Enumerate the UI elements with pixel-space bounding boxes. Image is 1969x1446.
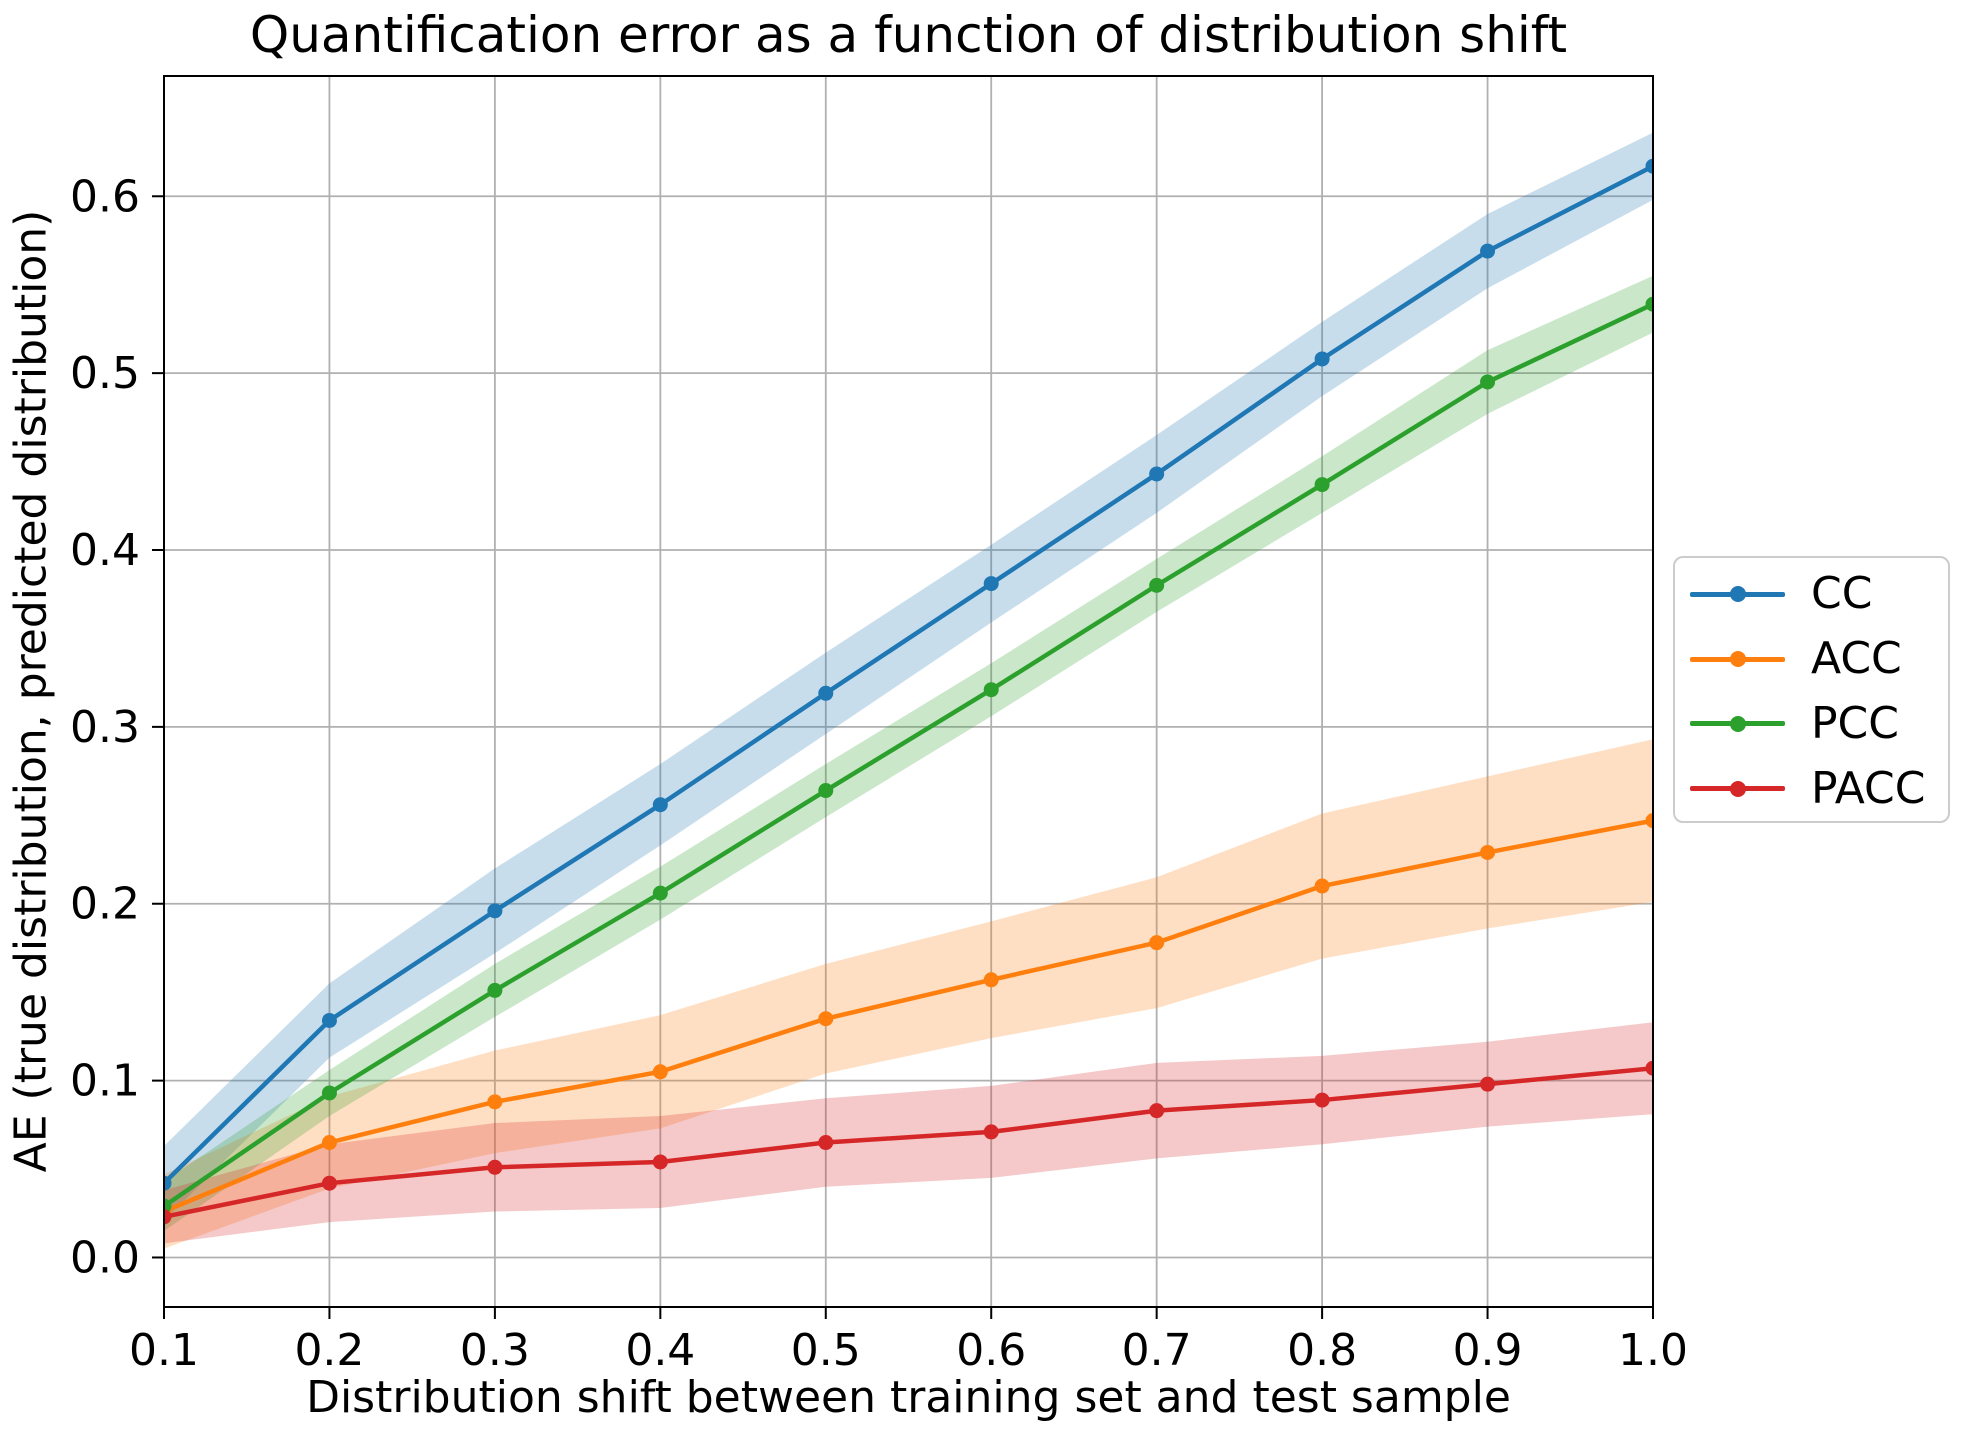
- band-pacc: [164, 1022, 1653, 1244]
- marker-acc: [321, 1135, 337, 1151]
- marker-pcc: [487, 982, 503, 998]
- x-tick-label: 0.9: [1453, 1325, 1523, 1376]
- marker-pacc: [321, 1175, 337, 1191]
- x-tick-label: 0.4: [625, 1325, 695, 1376]
- marker-pcc: [1480, 374, 1496, 390]
- legend-marker-dot: [1729, 586, 1746, 603]
- y-tick-label: 0.2: [70, 879, 140, 930]
- marker-pcc: [1314, 477, 1330, 493]
- band-pcc: [164, 275, 1653, 1231]
- y-tick-label: 0.5: [70, 348, 140, 399]
- marker-pacc: [1480, 1076, 1496, 1092]
- y-tick-label: 0.6: [70, 171, 140, 222]
- line-cc: [164, 164, 1653, 1185]
- marker-acc: [983, 972, 999, 988]
- marker-acc: [1314, 878, 1330, 894]
- marker-pcc: [321, 1085, 337, 1101]
- x-tick-label: 0.8: [1287, 1325, 1357, 1376]
- marker-cc: [1645, 158, 1653, 174]
- line-pacc: [164, 1065, 1653, 1220]
- legend: CC ACC PCC PACC: [1673, 556, 1950, 823]
- x-tick-label: 0.6: [956, 1325, 1026, 1376]
- legend-item-pcc: PCC: [1690, 692, 1948, 757]
- axes-frame: [163, 75, 1654, 1308]
- legend-marker-dot: [1729, 651, 1746, 668]
- x-tick-label: 1.0: [1618, 1325, 1688, 1376]
- marker-cc: [652, 797, 668, 813]
- y-axis-label: AE (true distribution, predicted distrib…: [5, 209, 57, 1173]
- y-tick-label: 0.0: [70, 1232, 140, 1283]
- marker-pcc: [1645, 296, 1653, 312]
- x-tick-label: 0.2: [294, 1325, 364, 1376]
- marker-acc: [487, 1094, 503, 1110]
- marker-pacc: [983, 1124, 999, 1140]
- marker-acc: [1480, 844, 1496, 860]
- legend-item-cc: CC: [1690, 562, 1948, 627]
- marker-pacc: [164, 1209, 172, 1225]
- marker-pacc: [652, 1154, 668, 1170]
- marker-cc: [321, 1012, 337, 1028]
- legend-item-acc: ACC: [1690, 627, 1948, 692]
- marker-pacc: [1149, 1103, 1165, 1119]
- legend-label: ACC: [1811, 633, 1902, 685]
- marker-pacc: [1314, 1092, 1330, 1108]
- legend-line-sample: [1690, 586, 1785, 603]
- y-tick-label: 0.4: [70, 525, 140, 576]
- x-axis-label: Distribution shift between training set …: [306, 1372, 1511, 1423]
- legend-item-pacc: PACC: [1690, 756, 1948, 821]
- y-tick-label: 0.1: [70, 1056, 140, 1107]
- marker-acc: [652, 1064, 668, 1080]
- legend-label: PCC: [1811, 697, 1899, 749]
- legend-marker-dot: [1729, 780, 1746, 797]
- marker-pcc: [1149, 577, 1165, 593]
- legend-label: PACC: [1811, 762, 1926, 814]
- marker-pacc: [818, 1135, 834, 1151]
- x-tick-label: 0.5: [791, 1325, 861, 1376]
- y-tick-label: 0.3: [70, 702, 140, 753]
- line-pcc: [164, 302, 1653, 1209]
- legend-line-sample: [1690, 715, 1785, 732]
- band-acc: [164, 739, 1653, 1249]
- marker-cc: [1149, 466, 1165, 482]
- marker-cc: [487, 903, 503, 919]
- marker-acc: [1149, 935, 1165, 951]
- x-tick-label: 0.1: [129, 1325, 199, 1376]
- line-acc: [164, 818, 1653, 1214]
- x-tick-label: 0.3: [460, 1325, 530, 1376]
- marker-pcc: [652, 885, 668, 901]
- marker-acc: [1645, 813, 1653, 829]
- marker-pcc: [818, 783, 834, 799]
- chart-title: Quantification error as a function of di…: [249, 6, 1568, 64]
- x-tick-label: 0.7: [1122, 1325, 1192, 1376]
- marker-cc: [164, 1175, 172, 1191]
- legend-marker-dot: [1729, 715, 1746, 732]
- marker-pacc: [487, 1159, 503, 1175]
- marker-pcc: [983, 682, 999, 698]
- band-cc: [164, 132, 1653, 1221]
- marker-acc: [818, 1011, 834, 1027]
- legend-line-sample: [1690, 780, 1785, 797]
- marker-pacc: [1645, 1060, 1653, 1076]
- marker-cc: [1314, 351, 1330, 367]
- marker-cc: [818, 685, 834, 701]
- legend-line-sample: [1690, 651, 1785, 668]
- legend-label: CC: [1811, 568, 1873, 620]
- marker-cc: [1480, 243, 1496, 259]
- marker-cc: [983, 576, 999, 592]
